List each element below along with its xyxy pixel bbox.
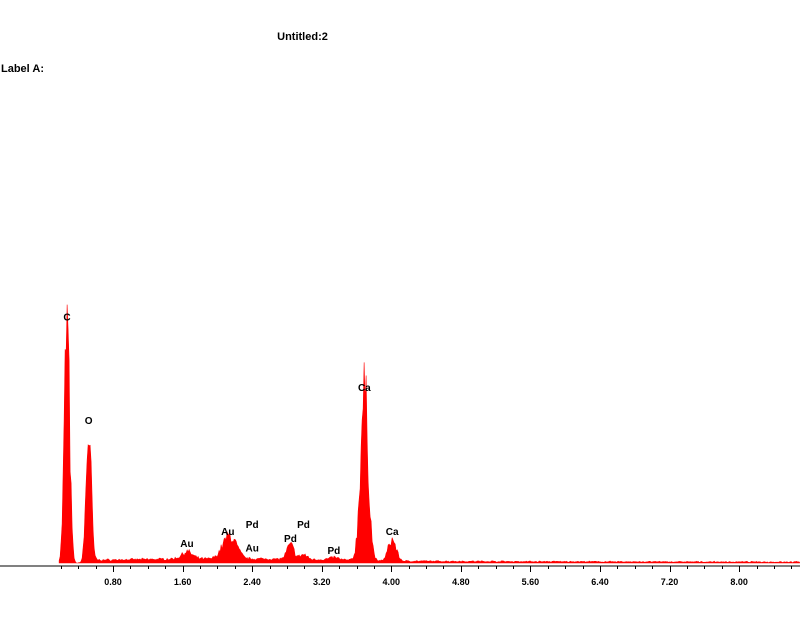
peak-label-pd: Pd bbox=[284, 534, 297, 545]
peak-label-pd: Pd bbox=[328, 546, 341, 557]
label-a: Label A: bbox=[1, 63, 44, 75]
peak-label-au: Au bbox=[246, 544, 259, 555]
peak-label-au: Au bbox=[180, 539, 193, 550]
x-axis: 0.80 1.60 2.40 3.20 4.00 4.80 5.60 6.40 7.20 8.00 bbox=[0, 565, 800, 587]
x-tick-label: 5.60 bbox=[522, 577, 540, 587]
x-tick-label: 2.40 bbox=[243, 577, 261, 587]
x-tick-label: 1.60 bbox=[174, 577, 192, 587]
chart-title: Untitled:2 bbox=[277, 31, 328, 43]
peak-label-pd: Pd bbox=[246, 520, 259, 531]
peak-label-ca: Ca bbox=[358, 383, 371, 394]
x-tick-label: 7.20 bbox=[661, 577, 679, 587]
peak-label-c: C bbox=[63, 312, 70, 323]
x-tick-label: 4.00 bbox=[383, 577, 401, 587]
x-tick-label: 8.00 bbox=[730, 577, 748, 587]
peak-label-ca: Ca bbox=[386, 527, 399, 538]
x-tick-label: 6.40 bbox=[591, 577, 609, 587]
x-tick-label: 0.80 bbox=[104, 577, 122, 587]
plot-area bbox=[58, 304, 800, 564]
peak-label-au: Au bbox=[221, 527, 234, 538]
x-tick-label: 3.20 bbox=[313, 577, 331, 587]
peak-label-o: O bbox=[85, 416, 93, 427]
spectrum-series bbox=[58, 304, 800, 564]
peak-label-pd: Pd bbox=[297, 520, 310, 531]
x-tick-label: 4.80 bbox=[452, 577, 470, 587]
